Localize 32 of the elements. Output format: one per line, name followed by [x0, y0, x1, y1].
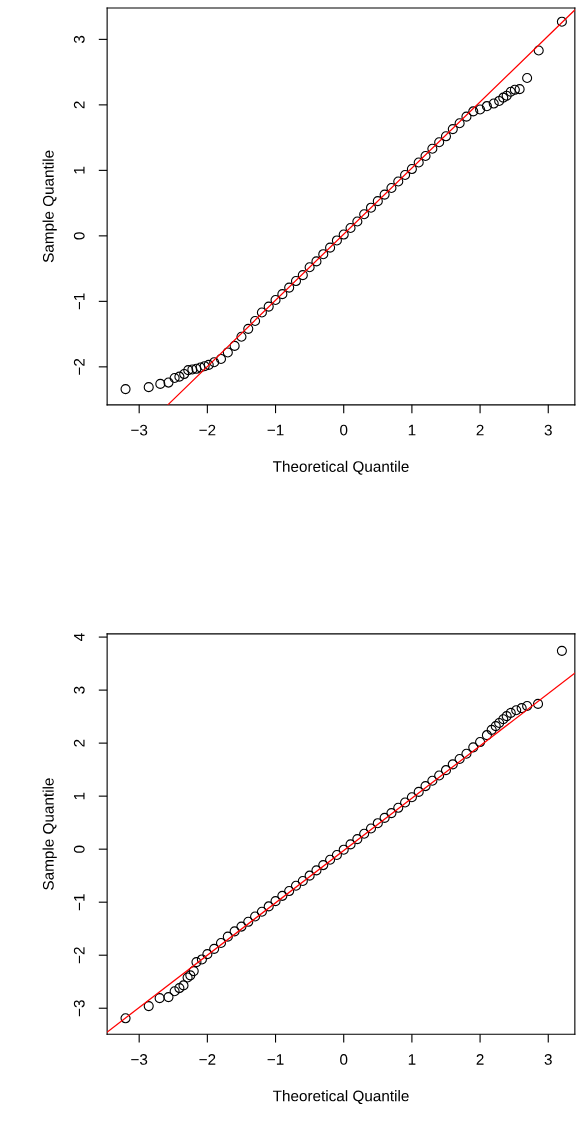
x-axis-title: Theoretical Quantile [272, 1090, 409, 1105]
x-tick-label: 2 [476, 424, 484, 436]
x-tick-label: −2 [199, 1054, 216, 1065]
x-tick-label: −1 [267, 424, 284, 436]
x-tick-label: 1 [408, 424, 416, 436]
y-tick-label: −2 [73, 947, 85, 964]
y-tick-label: −2 [73, 358, 85, 375]
y-tick-label: 3 [73, 35, 85, 44]
x-tick-label: −1 [267, 1054, 284, 1065]
x-tick-label: 3 [544, 424, 552, 436]
x-tick-label: 3 [544, 1054, 552, 1065]
x-tick-label: 1 [408, 1054, 416, 1065]
y-axis-title: Sample Quantile [42, 778, 57, 890]
x-axis-title: Theoretical Quantile [272, 460, 409, 475]
x-tick-label: 2 [476, 1054, 484, 1065]
y-tick-label: 2 [73, 101, 85, 109]
x-tick-label: 0 [340, 424, 348, 436]
x-tick-label: −3 [131, 1054, 148, 1065]
y-tick-label: 4 [74, 633, 85, 641]
y-tick-label: 3 [73, 686, 85, 694]
y-tick-label: 1 [74, 792, 85, 800]
y-tick-label: 0 [73, 232, 85, 240]
x-tick-label: −2 [199, 424, 216, 436]
y-tick-label: −1 [74, 894, 85, 911]
y-tick-label: 0 [73, 845, 85, 853]
y-tick-label: −3 [73, 1000, 85, 1017]
y-tick-label: −1 [74, 293, 85, 310]
x-tick-label: −3 [131, 424, 148, 436]
y-tick-label: 1 [74, 166, 85, 174]
y-tick-label: 2 [73, 739, 85, 747]
y-axis-title: Sample Quantile [42, 150, 57, 263]
x-tick-label: 0 [340, 1054, 348, 1065]
